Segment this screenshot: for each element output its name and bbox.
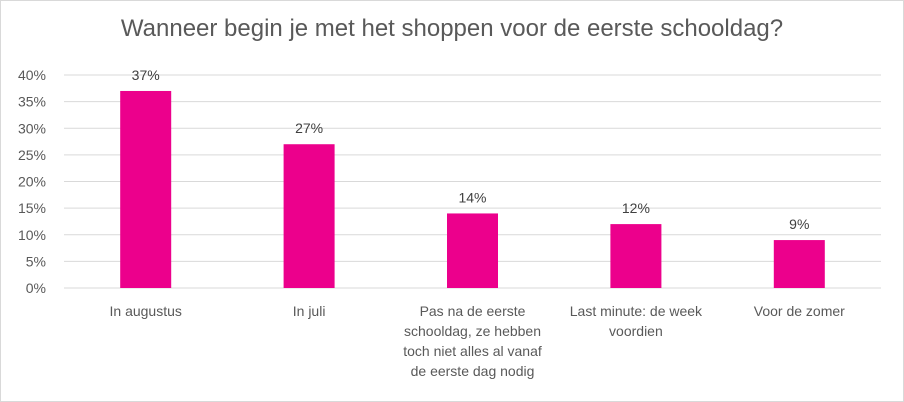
category-label-line: toch niet alles al vanaf bbox=[403, 343, 542, 359]
category-label: In juli bbox=[293, 303, 326, 319]
y-tick-label: 40% bbox=[18, 67, 46, 83]
category-label-line: Last minute: de week bbox=[570, 303, 703, 319]
y-tick-label: 0% bbox=[26, 280, 46, 296]
category-label-line: In augustus bbox=[110, 303, 182, 319]
category-label-line: schooldag, ze hebben bbox=[404, 323, 541, 339]
category-label-line: Voor de zomer bbox=[754, 303, 845, 319]
y-tick-label: 20% bbox=[18, 174, 46, 190]
category-label: Voor de zomer bbox=[754, 303, 845, 319]
category-label-line: voordien bbox=[609, 323, 663, 339]
category-label: Pas na de eerste schooldag, ze hebben toch… bbox=[403, 303, 542, 379]
y-tick-label: 15% bbox=[18, 200, 46, 216]
bar bbox=[283, 144, 335, 288]
chart-title: Wanneer begin je met het shoppen voor de… bbox=[120, 15, 784, 42]
y-tick-label: 5% bbox=[26, 253, 46, 269]
y-tick-label: 35% bbox=[18, 94, 46, 110]
category-label: In augustus bbox=[110, 303, 182, 319]
y-tick-label: 30% bbox=[18, 120, 46, 136]
data-label: 14% bbox=[458, 189, 486, 205]
data-label: 12% bbox=[622, 200, 650, 216]
category-label-line: In juli bbox=[293, 303, 326, 319]
y-tick-label: 25% bbox=[18, 147, 46, 163]
y-tick-label: 10% bbox=[18, 227, 46, 243]
data-label: 37% bbox=[132, 67, 160, 83]
category-label-line: de eerste dag nodig bbox=[411, 363, 535, 379]
bar bbox=[120, 90, 172, 288]
data-label: 27% bbox=[295, 120, 323, 136]
bar bbox=[447, 213, 498, 288]
category-label-line: Pas na de eerste bbox=[420, 303, 526, 319]
bar bbox=[610, 224, 662, 288]
category-label: Last minute: de week voordien bbox=[570, 303, 703, 339]
bar bbox=[773, 240, 825, 288]
data-label: 9% bbox=[789, 216, 809, 232]
